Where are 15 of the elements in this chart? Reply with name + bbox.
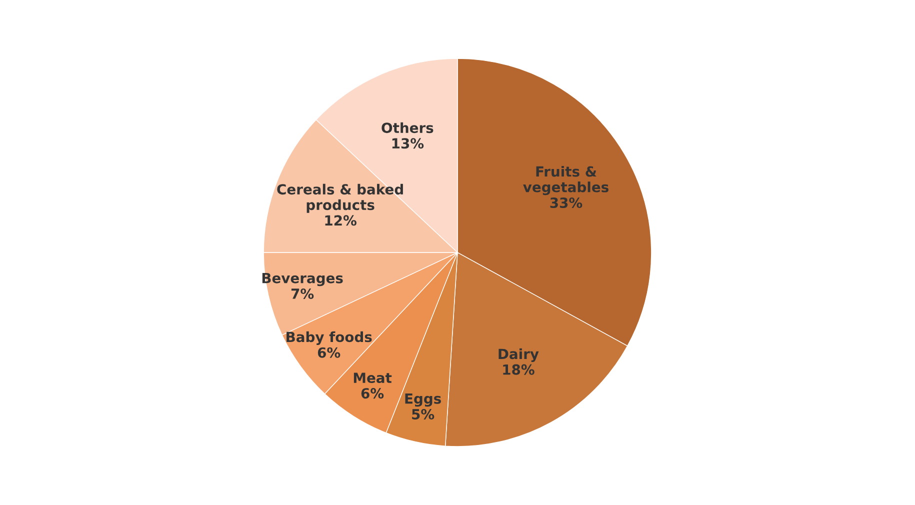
data-label: 7%	[291, 288, 314, 299]
slice-label: Baby foods	[286, 331, 372, 345]
slice-label: Others	[382, 122, 434, 134]
data-label: 6%	[361, 388, 384, 399]
slice-label: Fruits & vegetables	[523, 166, 608, 196]
slice-label: Meat	[354, 372, 392, 384]
data-label: 33%	[550, 197, 582, 208]
data-label: 12%	[325, 215, 356, 226]
data-label: 6%	[318, 347, 340, 358]
slice-label: Dairy	[498, 348, 539, 362]
slice-label: Cereals & baked products	[277, 184, 403, 213]
slice-label: Eggs	[405, 394, 441, 407]
data-label: 13%	[392, 138, 424, 149]
data-label: 5%	[412, 408, 434, 420]
data-label: 18%	[503, 364, 534, 375]
